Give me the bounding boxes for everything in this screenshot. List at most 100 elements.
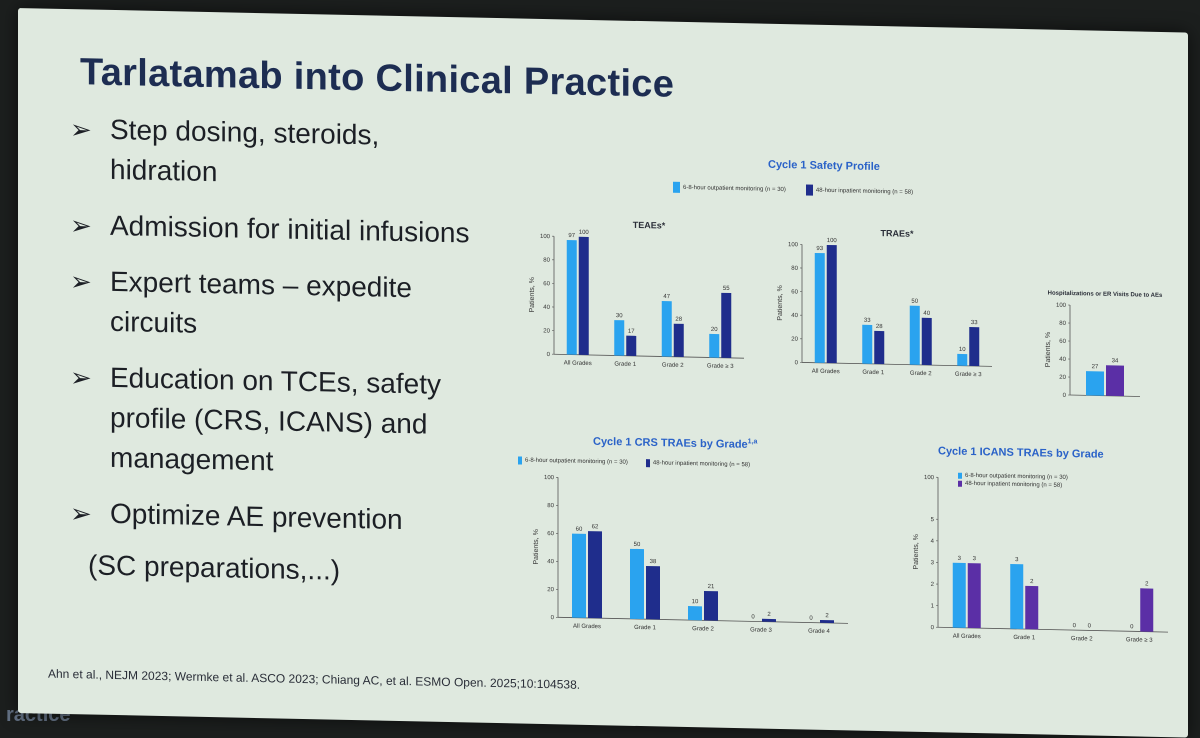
bar xyxy=(1025,586,1038,629)
bar xyxy=(957,354,967,366)
y-tick-label: 100 xyxy=(1056,303,1067,309)
x-tick-label: All Grades xyxy=(812,369,840,376)
data-label: 2 xyxy=(825,613,829,619)
slide-title: Tarlatamab into Clinical Practice xyxy=(80,51,674,106)
bullet-text: Optimize AE prevention xyxy=(110,498,403,535)
data-label: 40 xyxy=(923,311,930,317)
bar xyxy=(579,237,589,355)
data-label: 21 xyxy=(708,584,715,590)
data-label: 0 xyxy=(1073,623,1077,629)
y-tick-label: 2 xyxy=(931,582,935,588)
data-label: 17 xyxy=(628,329,635,335)
y-tick-label: 20 xyxy=(543,328,550,334)
data-label: 27 xyxy=(1092,364,1099,370)
x-tick-label: Grade 4 xyxy=(808,629,830,635)
x-tick-label: All Grades xyxy=(564,360,592,367)
data-label: 10 xyxy=(692,599,699,605)
hospitalizations-chart: Hospitalizations or ER Visits Due to AEs… xyxy=(1030,234,1150,417)
y-tick-label: 80 xyxy=(1059,321,1066,327)
legend-label-outpatient: 6-8-hour outpatient monitoring (n = 30) xyxy=(525,458,628,466)
bullet-text: Education on TCEs, safety profile (CRS, … xyxy=(110,362,441,476)
arrow-bullet-icon: ➢ xyxy=(70,109,92,149)
data-label: 0 xyxy=(809,616,813,622)
data-label: 3 xyxy=(1015,557,1019,563)
bar xyxy=(953,563,966,628)
data-label: 10 xyxy=(959,347,966,353)
bullet-list: ➢Step dosing, steroids, hidration ➢ Admis… xyxy=(66,109,476,610)
y-tick-label: 4 xyxy=(931,539,935,545)
x-tick-label: Grade ≥ 3 xyxy=(707,363,734,370)
arrow-bullet-icon: ➢ xyxy=(70,205,92,245)
legend-swatch-inpatient xyxy=(806,185,813,196)
x-tick-label: Grade 1 xyxy=(1013,635,1035,641)
bar xyxy=(572,534,586,618)
data-label: 100 xyxy=(579,230,590,236)
bar xyxy=(968,563,981,628)
bar xyxy=(662,301,672,357)
crs-title-sup: 1,a xyxy=(748,438,758,445)
data-label: 62 xyxy=(592,524,599,530)
y-tick-label: 20 xyxy=(547,587,554,593)
x-tick-label: Grade 2 xyxy=(910,371,932,377)
safety-section-title: Cycle 1 Safety Profile xyxy=(768,159,880,173)
bullet-item: ➢Step dosing, steroids, hidration xyxy=(66,109,476,198)
bar xyxy=(626,336,636,356)
arrow-bullet-icon: ➢ xyxy=(70,493,92,533)
data-label: 0 xyxy=(751,614,755,620)
y-tick-label: 0 xyxy=(795,360,799,366)
data-label: 100 xyxy=(827,238,838,244)
x-tick-label: Grade 1 xyxy=(862,370,884,376)
chart-title: Hospitalizations or ER Visits Due to AEs xyxy=(1048,291,1163,299)
chart-title: TEAEs* xyxy=(633,220,666,231)
y-tick-label: 0 xyxy=(931,625,935,631)
x-tick-label: Grade 1 xyxy=(634,625,656,631)
x-tick-label: Grade ≥ 3 xyxy=(955,372,982,379)
y-tick-label: 5 xyxy=(931,517,935,523)
x-tick-label: Grade ≥ 3 xyxy=(1126,637,1153,644)
y-tick-label: 20 xyxy=(791,337,798,343)
data-label: 97 xyxy=(568,233,575,239)
y-tick-label: 60 xyxy=(1059,339,1066,345)
y-tick-label: 3 xyxy=(931,560,935,566)
bullet-text: Admission for initial infusions xyxy=(110,210,470,249)
bar xyxy=(1086,371,1104,396)
x-tick-label: Grade 2 xyxy=(692,626,714,632)
data-label: 0 xyxy=(1130,624,1134,630)
data-label: 60 xyxy=(576,527,583,533)
bar xyxy=(704,591,718,621)
data-label: 30 xyxy=(616,313,623,319)
bar xyxy=(762,619,776,622)
y-tick-label: 80 xyxy=(791,266,798,272)
y-tick-label: 1 xyxy=(931,604,935,610)
data-label: 2 xyxy=(1145,581,1149,587)
y-tick-label: 80 xyxy=(543,258,550,264)
bar xyxy=(688,606,702,620)
data-label: 3 xyxy=(958,556,962,562)
legend-swatch-outpatient xyxy=(673,182,680,193)
legend-label-inpatient: 48-hour inpatient monitoring (n = 58) xyxy=(816,187,913,195)
y-tick-label: 100 xyxy=(924,475,935,481)
y-axis-label: Patients, % xyxy=(777,285,784,321)
data-label: 55 xyxy=(723,286,730,292)
bar xyxy=(820,620,834,623)
x-tick-label: Grade 3 xyxy=(750,627,772,633)
data-label: 93 xyxy=(816,246,823,252)
bar xyxy=(815,253,825,363)
y-tick-label: 40 xyxy=(791,313,798,319)
y-tick-label: 0 xyxy=(547,352,551,358)
bar xyxy=(862,325,872,364)
data-label: 0 xyxy=(1088,623,1092,629)
legend-swatch-outpatient xyxy=(518,456,522,464)
x-tick-label: All Grades xyxy=(573,624,601,631)
bar xyxy=(614,320,624,356)
data-label: 28 xyxy=(876,324,883,330)
bar xyxy=(709,334,719,358)
data-label: 33 xyxy=(971,320,978,326)
y-tick-label: 60 xyxy=(543,281,550,287)
bar xyxy=(674,324,684,357)
y-tick-label: 0 xyxy=(1063,393,1067,399)
